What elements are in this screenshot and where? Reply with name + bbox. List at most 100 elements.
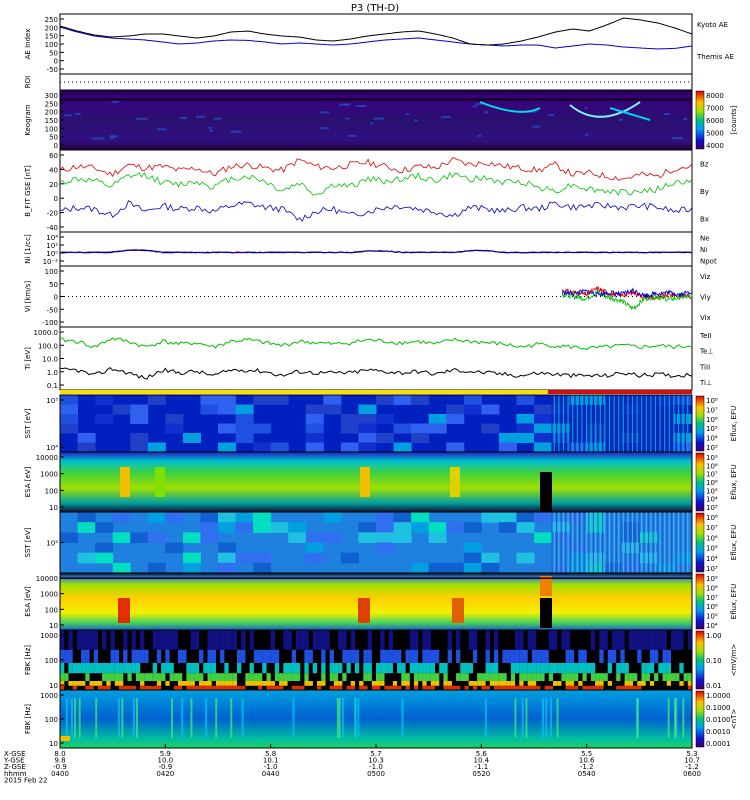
fbk-e-cell — [207, 673, 212, 681]
sst-e-cell — [77, 442, 96, 453]
fbk-e-cell — [536, 673, 541, 681]
fbk-e-cell — [527, 681, 532, 686]
fbk-e-cell — [687, 681, 693, 686]
sst-e-cell — [393, 395, 412, 405]
fbk-e-cell — [637, 630, 642, 650]
fbk-e-cell — [304, 649, 309, 663]
sst-e-cell — [323, 395, 342, 405]
fbk-e-cell — [616, 630, 621, 650]
esa-e-burst — [360, 467, 370, 497]
fbk-e-cell — [300, 685, 305, 690]
fbk-e-cell — [60, 681, 65, 686]
xaxis-tick-label: 10.6 — [579, 757, 595, 765]
sst-i-cell — [147, 512, 166, 523]
fbk-e-cell — [493, 649, 499, 663]
fbk-e-cell — [616, 663, 621, 674]
fbk-e-cell — [342, 673, 347, 681]
density-legend-Ni: Ni — [700, 246, 707, 254]
fbk-e-cell — [127, 673, 132, 681]
fbk-e-cell — [249, 630, 254, 650]
fbk-e-cell — [76, 630, 82, 650]
fbk-e-cell — [279, 681, 284, 686]
fbk-b-burst — [525, 698, 528, 738]
esa-e-burst — [155, 467, 165, 497]
fbk-e-cell — [456, 685, 461, 690]
fbk-e-cell — [578, 663, 583, 674]
fbk-b-colorbar-tick: 0.1000 — [706, 704, 731, 712]
fbk-e-cell — [211, 673, 216, 681]
fbk-e-cell — [81, 630, 86, 650]
fbk-e-cell — [447, 681, 452, 686]
temperature-ytick-label: 0.1 — [47, 382, 58, 390]
fbk-e-cell — [367, 630, 372, 650]
fbk-e-cell — [270, 649, 275, 663]
fbk-e-cell — [106, 663, 111, 674]
sst-e-cell — [656, 395, 675, 405]
sst-e-ylabel: SST [eV] — [24, 408, 32, 438]
xaxis-tick-label: 0600 — [683, 770, 701, 778]
fbk-e-cell — [127, 663, 132, 674]
sst-i-cell — [551, 562, 570, 574]
fbk-b-burst — [135, 698, 138, 738]
fbk-b-burst — [205, 698, 208, 738]
esa-e-ytick-label: 10000 — [36, 454, 58, 462]
fbk-e-cell — [654, 630, 659, 650]
bfield-series-By — [59, 171, 693, 196]
fbk-e-cell — [531, 673, 537, 681]
fbk-e-cell — [418, 673, 423, 681]
keogram-feature — [672, 137, 683, 140]
temperature-ytick-label: 100.0 — [38, 342, 58, 350]
fbk-e-cell — [110, 649, 115, 663]
fbk-e-cell — [498, 681, 503, 686]
sst-i-cell — [60, 532, 79, 543]
sst-e-cell — [340, 442, 359, 453]
esa-e-colorbar-tick: 10⁴ — [706, 496, 718, 504]
fbk-e-cell — [557, 663, 562, 674]
fbk-e-cell — [569, 681, 575, 686]
fbk-e-cell — [258, 681, 263, 686]
fbk-e-cell — [241, 630, 246, 650]
sst-e-cell — [498, 442, 517, 453]
fbk-e-cell — [177, 673, 183, 681]
fbk-e-cell — [426, 673, 431, 681]
fbk-e-cell — [439, 663, 444, 674]
sst-i-cell — [393, 522, 412, 533]
fbk-e-cell — [156, 630, 162, 650]
sst-i-cell — [323, 512, 342, 523]
esa-e-colorbar-tick: 10³ — [706, 504, 718, 512]
fbk-e-cell — [675, 630, 680, 650]
fbk-e-cell — [64, 649, 69, 663]
xaxis-tick-label: 0440 — [262, 770, 280, 778]
sst-i-cell — [218, 522, 237, 533]
esa-e-burst — [120, 467, 130, 497]
fbk-b-burst — [292, 698, 295, 738]
sst-i-cell — [218, 562, 237, 574]
fbk-e-cell — [161, 630, 166, 650]
fbk-e-cell — [536, 649, 541, 663]
sst-i-cell — [112, 562, 131, 574]
fbk-e-cell — [304, 673, 309, 681]
keogram-ytick-label: 250 — [45, 100, 58, 108]
fbk-e-cell — [620, 649, 625, 663]
sst-e-cell — [534, 423, 553, 434]
esa-i-burst — [452, 598, 464, 623]
fbk-e-cell — [258, 649, 263, 663]
sst-i-cell — [446, 562, 465, 574]
fbk-e-cell — [413, 681, 419, 686]
fbk-e-cell — [329, 663, 334, 674]
keogram-feature — [209, 129, 213, 132]
fbk-e-cell — [472, 649, 478, 663]
sst-i-colorbar — [695, 512, 705, 573]
fbk-e-cell — [616, 685, 621, 690]
bfield-legend-Bx: Bx — [700, 215, 709, 223]
fbk-e-cell — [68, 630, 73, 650]
fbk-e-cell — [295, 673, 301, 681]
fbk-e-cell — [329, 673, 334, 681]
fbk-b-burst — [357, 698, 360, 738]
fbk-e-cell — [236, 649, 242, 663]
fbk-e-cell — [485, 673, 490, 681]
fbk-e-cell — [519, 681, 524, 686]
fbk-b-burst — [667, 698, 670, 738]
sst-i-colorbar-tick: 10⁶ — [706, 534, 718, 542]
fbk-e-cell — [666, 673, 672, 681]
